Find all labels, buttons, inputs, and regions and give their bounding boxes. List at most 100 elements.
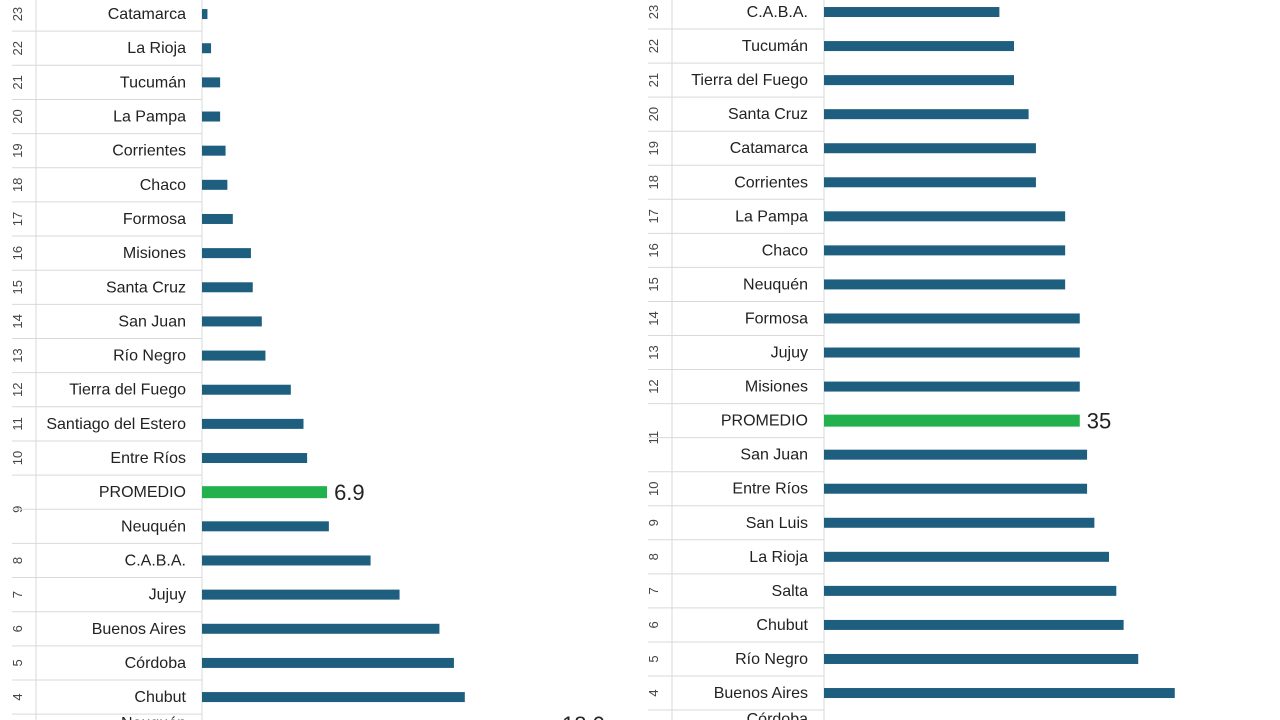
left-category-label: Buenos Aires xyxy=(92,621,186,638)
left-bar xyxy=(202,111,221,122)
left-category-label: Córdoba xyxy=(125,655,186,672)
right-category-label: Entre Ríos xyxy=(732,481,808,498)
left-category-label: Formosa xyxy=(123,211,186,228)
left-rank-label: 20 xyxy=(10,109,25,123)
left-rank-label: 12 xyxy=(10,382,25,396)
left-category-label: Corrientes xyxy=(112,143,186,160)
left-rank-label: 10 xyxy=(10,451,25,465)
left-rank-label: 23 xyxy=(10,7,25,21)
right-bar xyxy=(824,143,1036,154)
left-category-label: Neuquén xyxy=(121,518,186,535)
right-bar xyxy=(824,41,1014,52)
left-rank-label: 6 xyxy=(10,625,25,632)
right-rank-label: 6 xyxy=(646,621,661,628)
left-value-label: 6.9 xyxy=(334,480,365,505)
right-category-label: Córdoba xyxy=(747,711,808,720)
right-bar xyxy=(824,313,1080,324)
left-rank-label: 19 xyxy=(10,143,25,157)
left-value-label: 18.0 xyxy=(562,712,605,720)
right-rank-label: 9 xyxy=(646,519,661,526)
right-rank-label: 5 xyxy=(646,655,661,662)
right-category-label: Río Negro xyxy=(735,651,808,668)
right-bar xyxy=(824,688,1175,699)
right-rank-label: 23 xyxy=(646,5,661,19)
left-bar xyxy=(202,145,226,156)
left-rank-label: 5 xyxy=(10,659,25,666)
left-rank-label: 16 xyxy=(10,246,25,260)
right-category-label: La Pampa xyxy=(735,208,808,225)
left-rank-label: 14 xyxy=(10,314,25,328)
right-category-label: Tucumán xyxy=(742,38,808,55)
left-rank-label: 11 xyxy=(10,417,25,431)
right-category-label: Salta xyxy=(772,583,809,600)
left-category-label: San Juan xyxy=(118,313,186,330)
right-category-label: C.A.B.A. xyxy=(747,4,808,21)
right-bar xyxy=(824,347,1080,358)
left-bar xyxy=(202,418,304,429)
left-bar xyxy=(202,77,221,88)
left-category-label: Chaco xyxy=(140,177,186,194)
right-bar xyxy=(824,7,1000,18)
right-category-label: Chubut xyxy=(756,617,808,634)
left-bar xyxy=(202,179,228,190)
left-bar xyxy=(202,623,440,634)
right-bar xyxy=(824,75,1014,86)
right-rank-label: 20 xyxy=(646,107,661,121)
left-rank-label: 8 xyxy=(10,557,25,564)
right-category-label: Buenos Aires xyxy=(714,685,808,702)
left-rank-label: 18 xyxy=(10,178,25,192)
left-bar xyxy=(202,350,266,361)
right-bar xyxy=(824,211,1066,222)
left-rank-label: 17 xyxy=(10,212,25,226)
right-category-label: San Juan xyxy=(740,447,808,464)
right-bar xyxy=(824,449,1088,460)
right-bar xyxy=(824,414,1080,427)
left-category-label: PROMEDIO xyxy=(99,484,186,501)
right-rank-label: 16 xyxy=(646,243,661,257)
left-bar xyxy=(202,521,329,532)
left-bar xyxy=(202,248,251,259)
left-category-label: La Rioja xyxy=(127,40,186,57)
left-bar xyxy=(202,9,208,20)
right-category-label: San Luis xyxy=(746,515,808,532)
left-category-label: Tucumán xyxy=(120,74,186,91)
left-bar xyxy=(202,384,291,395)
right-bar xyxy=(824,483,1088,494)
right-bar xyxy=(824,585,1117,596)
right-rank-label: 17 xyxy=(646,209,661,223)
left-rank-label: 4 xyxy=(10,693,25,700)
left-bar xyxy=(202,43,212,54)
right-rank-label: 21 xyxy=(646,73,661,87)
left-bar xyxy=(202,692,465,703)
left-bar xyxy=(202,657,454,668)
right-rank-label: 10 xyxy=(646,481,661,495)
right-rank-label: 15 xyxy=(646,277,661,291)
left-rank-label: 15 xyxy=(10,280,25,294)
left-category-label: Santiago del Estero xyxy=(46,416,186,433)
left-bar xyxy=(202,213,233,224)
right-rank-label: 14 xyxy=(646,311,661,325)
left-bar xyxy=(202,282,253,293)
left-category-label: C.A.B.A. xyxy=(125,552,186,569)
right-rank-label: 7 xyxy=(646,587,661,594)
right-rank-label: 8 xyxy=(646,553,661,560)
left-rank-label: 21 xyxy=(10,75,25,89)
left-bar xyxy=(202,316,262,327)
right-category-label: La Rioja xyxy=(749,549,808,566)
left-bar xyxy=(202,555,371,566)
right-rank-label: 13 xyxy=(646,345,661,359)
right-rank-label: 12 xyxy=(646,379,661,393)
right-category-label: Catamarca xyxy=(730,140,808,157)
right-bar xyxy=(824,517,1095,528)
right-bar xyxy=(824,653,1139,664)
left-category-label: Misiones xyxy=(123,245,186,262)
left-rank-label: 22 xyxy=(10,41,25,55)
right-bar xyxy=(824,381,1080,392)
left-bar xyxy=(202,589,400,600)
right-category-label: Corrientes xyxy=(734,174,808,191)
left-category-label: Chubut xyxy=(134,689,186,706)
right-bar xyxy=(824,109,1029,120)
left-category-label: Catamarca xyxy=(108,6,186,23)
left-rank-label: 7 xyxy=(10,591,25,598)
right-bar xyxy=(824,279,1066,290)
